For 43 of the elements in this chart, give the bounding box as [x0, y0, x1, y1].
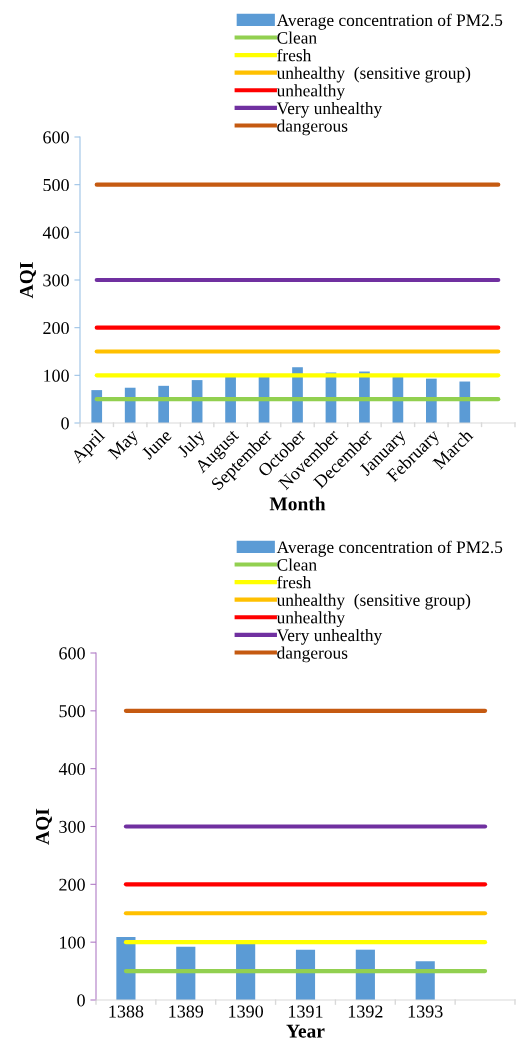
y-tick-label: 400	[58, 762, 85, 776]
y-tick-label: 200	[43, 321, 69, 335]
y-tick-label: 300	[59, 820, 85, 833]
legend-label: Very unhealthy	[276, 628, 383, 645]
y-tick-label: 0	[61, 417, 69, 430]
x-tick-label: 1392	[348, 1005, 383, 1018]
x-tick-label: 1391	[289, 1005, 323, 1018]
x-axis-title: Month	[269, 496, 326, 511]
y-tick-label: 200	[59, 878, 85, 891]
x-tick-label: May	[107, 428, 142, 463]
y-tick-label: 0	[77, 994, 85, 1007]
legend-label: fresh	[277, 48, 312, 62]
legend-label: dangerous	[277, 119, 348, 136]
x-tick-label: 1388	[109, 1005, 144, 1018]
y-tick-label: 600	[59, 647, 85, 660]
x-axis-title: Year	[286, 1024, 325, 1038]
legend-label: Average concentration of PM2.5	[276, 540, 503, 557]
y-axis-title: AQI	[35, 808, 52, 845]
y-tick-label: 100	[60, 936, 85, 949]
legend-label: Average concentration of PM2.5	[276, 13, 503, 30]
x-tick-label: 1393	[408, 1005, 443, 1018]
legend-label: fresh	[277, 575, 312, 589]
y-axis-title: AQI	[19, 262, 36, 299]
legend-label: unhealthy (sensitive group)	[276, 593, 471, 610]
y-tick-label: 100	[44, 369, 69, 382]
legend-label: unhealthy (sensitive group)	[276, 66, 471, 83]
x-tick-label: June	[141, 428, 173, 460]
x-tick-label: 1390	[229, 1005, 264, 1018]
y-tick-label: 300	[43, 274, 69, 287]
legend-label: Very unhealthy	[276, 101, 383, 118]
y-tick-label: 400	[42, 226, 69, 239]
bar	[425, 378, 437, 423]
legend-label: Clean	[277, 31, 317, 44]
legend-label: unhealthy	[276, 84, 345, 101]
y-tick-label: 500	[43, 178, 69, 192]
y-tick-label: 600	[43, 131, 69, 144]
legend-label: unhealthy	[276, 611, 345, 628]
y-tick-label: 500	[59, 705, 85, 718]
legend-label: Clean	[277, 558, 317, 571]
bar	[91, 390, 103, 423]
legend-label: dangerous	[277, 646, 348, 663]
bar	[225, 376, 236, 423]
x-tick-label: 1389	[169, 1005, 204, 1018]
